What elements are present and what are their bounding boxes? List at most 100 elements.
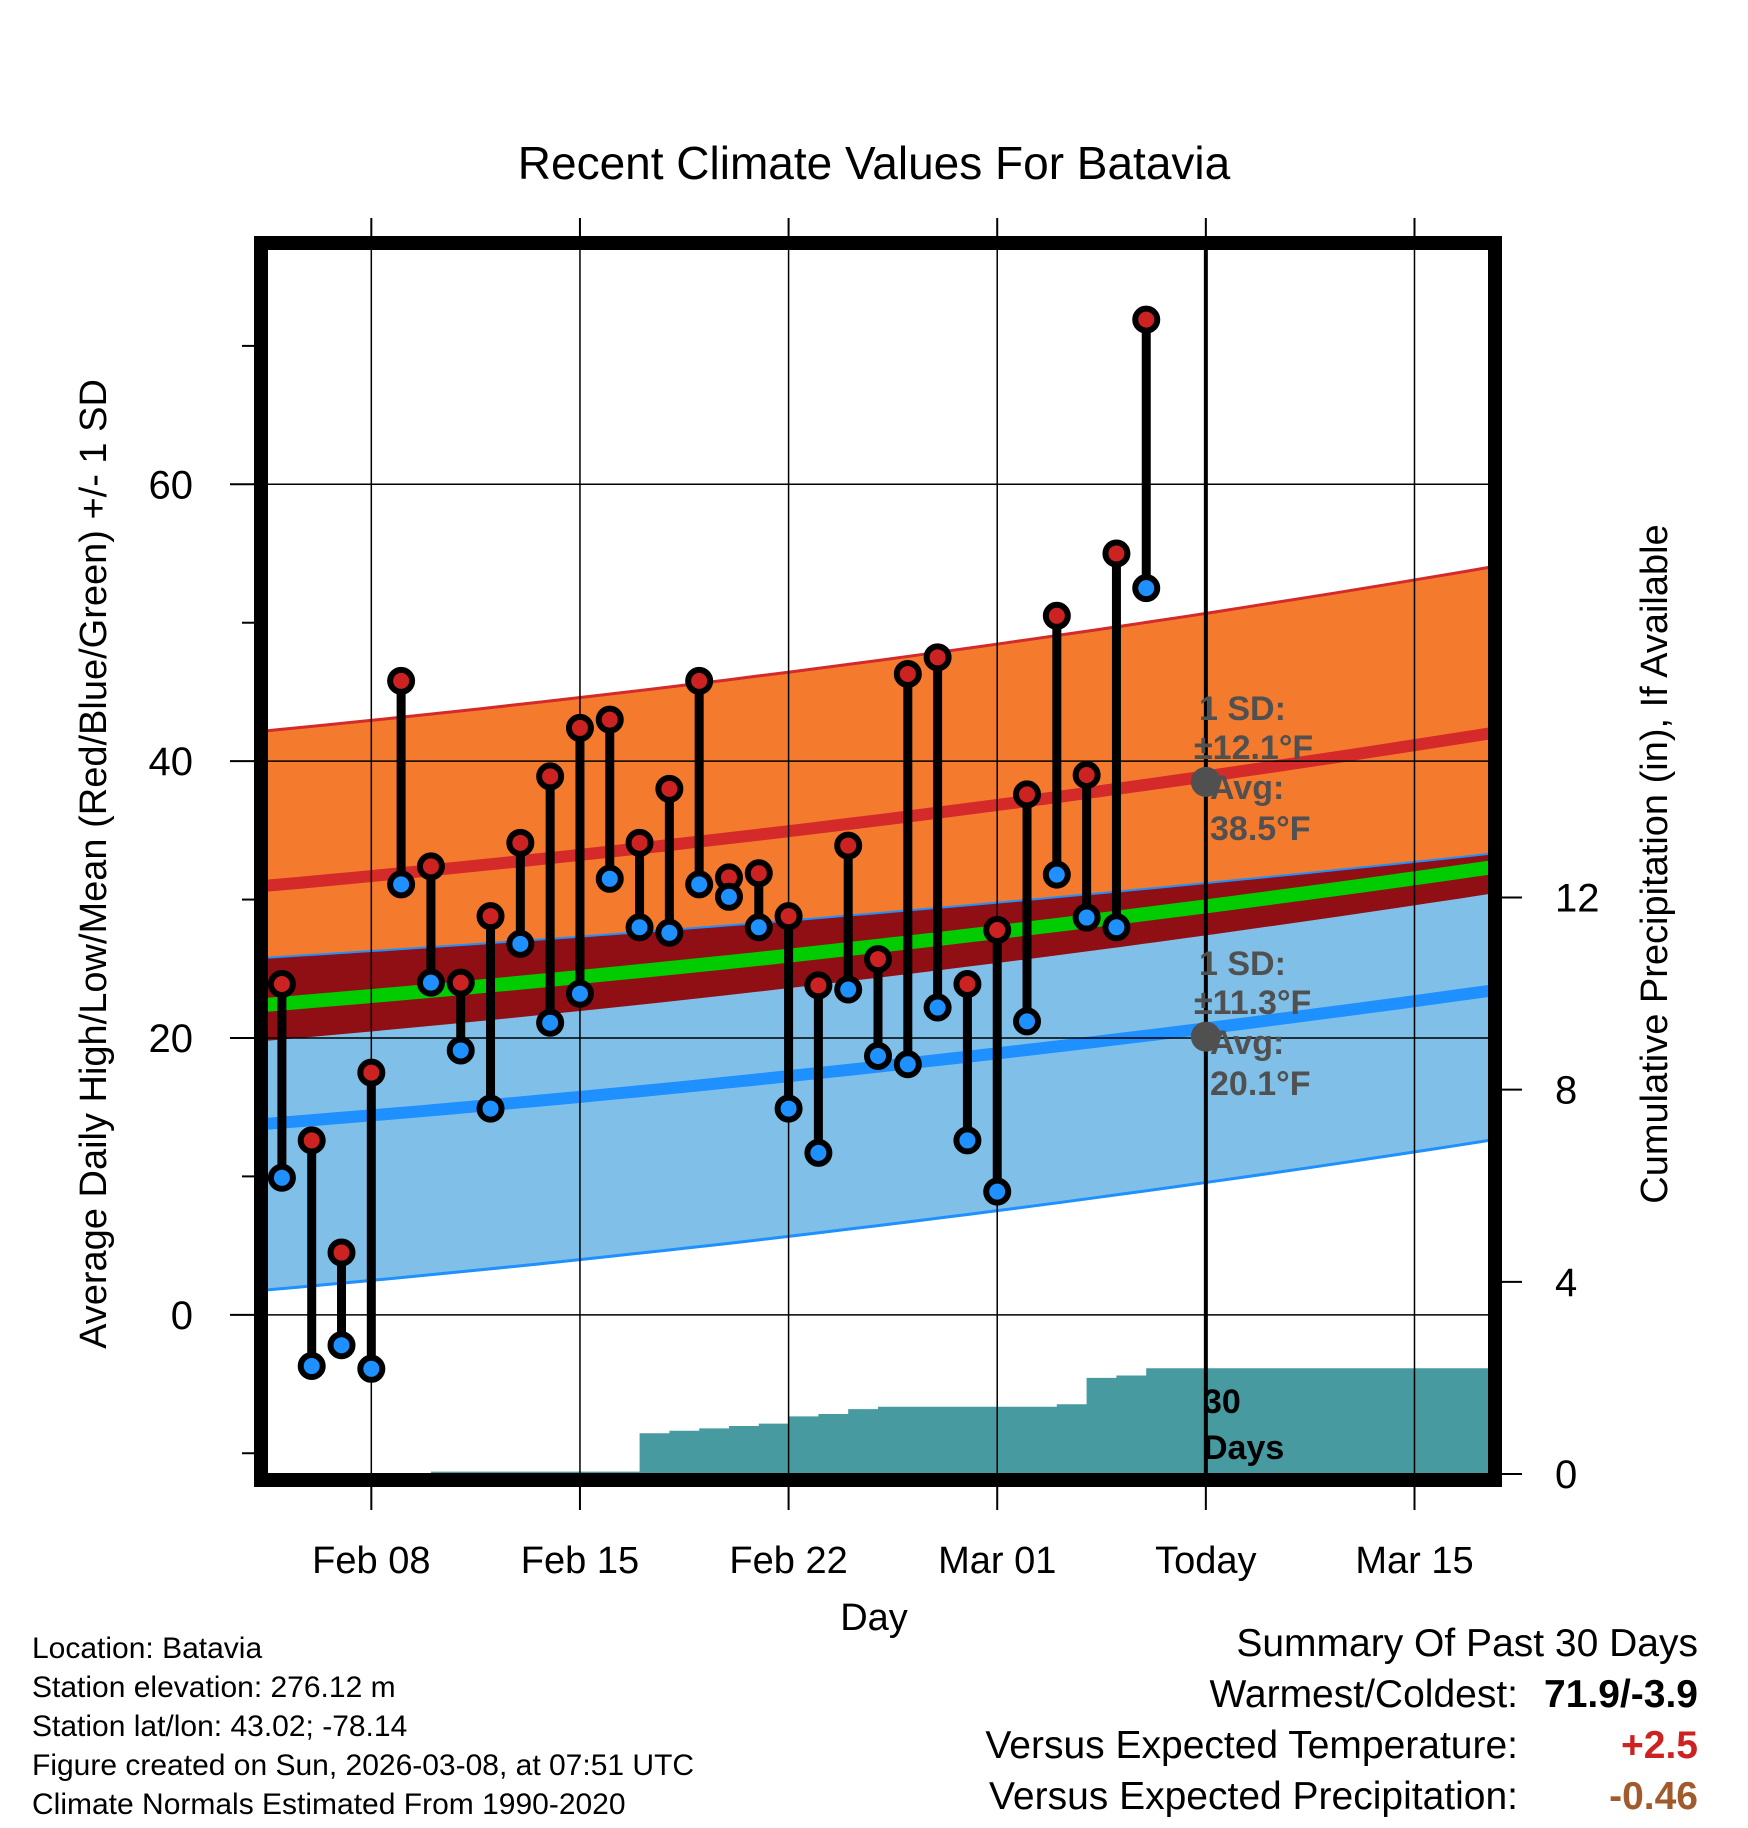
daily-high-point — [506, 828, 535, 857]
info-location: Location: Batavia — [32, 1632, 263, 1665]
summary-temperature: Versus Expected Temperature: +2.5 — [985, 1724, 1698, 1768]
daily-low-point — [446, 1036, 475, 1065]
daily-low-point — [923, 993, 952, 1022]
daily-high-point — [834, 831, 863, 860]
daily-high-point — [1132, 305, 1161, 334]
daily-low-point — [1132, 574, 1161, 603]
info-latlon: Station lat/lon: 43.02; -78.14 — [32, 1710, 408, 1743]
daily-low-point — [834, 975, 863, 1004]
daily-low-point — [983, 1177, 1012, 1206]
daily-high-point — [1042, 601, 1071, 630]
daily-low-point — [536, 1008, 565, 1037]
daily-low-point — [387, 870, 416, 899]
daily-high-point — [595, 705, 624, 734]
y2-tick-label: 4 — [1555, 1261, 1577, 1305]
daily-high-point — [536, 762, 565, 791]
x-tick-label: Today — [1155, 1540, 1256, 1582]
daily-high-point — [267, 970, 296, 998]
daily-high-point — [446, 968, 475, 997]
daily-low-point — [506, 929, 535, 958]
daily-high-point — [744, 859, 773, 888]
daily-markers — [267, 305, 1161, 1383]
daily-low-point — [744, 913, 773, 942]
daily-high-point — [953, 970, 982, 998]
summary-temp-label: Versus Expected Temperature: — [985, 1724, 1518, 1767]
y2-tick-label: 8 — [1555, 1069, 1577, 1113]
daily-low-point — [1013, 1007, 1042, 1036]
daily-low-point — [625, 913, 654, 942]
daily-low-point — [953, 1126, 982, 1155]
daily-high-point — [983, 916, 1012, 945]
normal-low-upper-edge — [267, 852, 1489, 959]
y-tick-label: 20 — [149, 1017, 194, 1061]
daily-low-point — [565, 979, 594, 1008]
x-tick-label: Mar 01 — [938, 1540, 1056, 1582]
summary-precipitation: Versus Expected Precipitation: -0.46 — [989, 1775, 1698, 1819]
daily-high-point — [804, 971, 833, 1000]
summary-warm-cold: Warmest/Coldest: 71.9/-3.9 — [1210, 1673, 1698, 1717]
y2-axis-label: Cumulative Precipitation (in), If Availa… — [1634, 524, 1676, 1203]
y-tick-label: 0 — [171, 1294, 193, 1338]
y-axis-label: Average Daily High/Low/Mean (Red/Blue/Gr… — [73, 379, 115, 1349]
daily-high-point — [327, 1238, 356, 1267]
daily-high-point — [1102, 539, 1131, 568]
summary-title: Summary Of Past 30 Days — [1236, 1622, 1698, 1665]
daily-low-point — [655, 918, 684, 947]
precip-window-label-number: 30 — [1203, 1383, 1241, 1421]
daily-high-point — [774, 902, 803, 931]
daily-high-point — [387, 666, 416, 695]
daily-low-point — [1042, 860, 1071, 889]
y2-tick-label: 12 — [1555, 877, 1600, 921]
summary-temp-value: +2.5 — [1621, 1724, 1698, 1767]
low-sd-label: 1 SD: — [1199, 945, 1286, 983]
summary-precip-value: -0.46 — [1609, 1775, 1698, 1818]
daily-high-point — [864, 945, 892, 974]
daily-high-point — [1072, 760, 1101, 789]
daily-low-point — [804, 1138, 833, 1167]
daily-high-point — [923, 643, 952, 672]
daily-low-point — [327, 1331, 356, 1360]
chart-title: Recent Climate Values For Batavia — [518, 137, 1231, 189]
normal-high-upper-edge — [267, 565, 1489, 733]
daily-low-point — [893, 1050, 922, 1079]
high-avg-label: Avg: — [1210, 769, 1284, 807]
plot-frame — [254, 236, 1502, 1487]
normal-low-lower-edge — [267, 1138, 1489, 1292]
daily-low-point — [1102, 913, 1131, 942]
normal-high-avg-line — [267, 727, 1489, 892]
x-tick-label: Mar 15 — [1355, 1540, 1473, 1582]
daily-high-point — [357, 1058, 386, 1087]
low-avg-value: 20.1°F — [1210, 1065, 1311, 1103]
plot-area — [267, 249, 1489, 1474]
y-tick-label: 60 — [149, 463, 194, 507]
axes: Feb 08 Feb 15 Feb 22 Mar 01 Today Mar 1502040… — [149, 218, 1600, 1582]
daily-low-point — [267, 1163, 296, 1192]
x-axis-label: Day — [840, 1597, 908, 1639]
precip-window-label-days: Days — [1203, 1429, 1284, 1467]
low-sd-value: ±11.3°F — [1194, 984, 1311, 1022]
cumulative-precip-area — [281, 1368, 1489, 1474]
high-sd-value: ±12.1°F — [1194, 729, 1313, 767]
summary-warm-cold-value: 71.9/-3.9 — [1544, 1673, 1698, 1716]
daily-high-point — [416, 852, 445, 881]
info-created: Figure created on Sun, 2026-03-08, at 07… — [32, 1749, 695, 1782]
daily-low-point — [297, 1352, 326, 1381]
x-tick-label: Feb 15 — [521, 1540, 639, 1582]
daily-high-point — [1013, 780, 1042, 809]
daily-low-point — [714, 882, 743, 911]
daily-low-point — [595, 864, 624, 893]
y-tick-label: 40 — [149, 740, 194, 784]
daily-high-point — [476, 902, 505, 931]
daily-high-point — [893, 659, 922, 688]
low-avg-label: Avg: — [1210, 1024, 1284, 1062]
annotations: 1 SD: ±12.1°F Avg: 38.5°F 1 SD: ±11.3°F … — [1190, 690, 1313, 1467]
info-normals: Climate Normals Estimated From 1990-2020 — [32, 1788, 626, 1821]
daily-high-point — [655, 774, 684, 803]
daily-low-point — [476, 1094, 505, 1123]
x-tick-label: Feb 22 — [729, 1540, 847, 1582]
daily-high-point — [625, 828, 654, 857]
daily-low-point — [864, 1041, 892, 1070]
info-elevation: Station elevation: 276.12 m — [32, 1671, 396, 1704]
y2-tick-label: 0 — [1555, 1453, 1577, 1497]
